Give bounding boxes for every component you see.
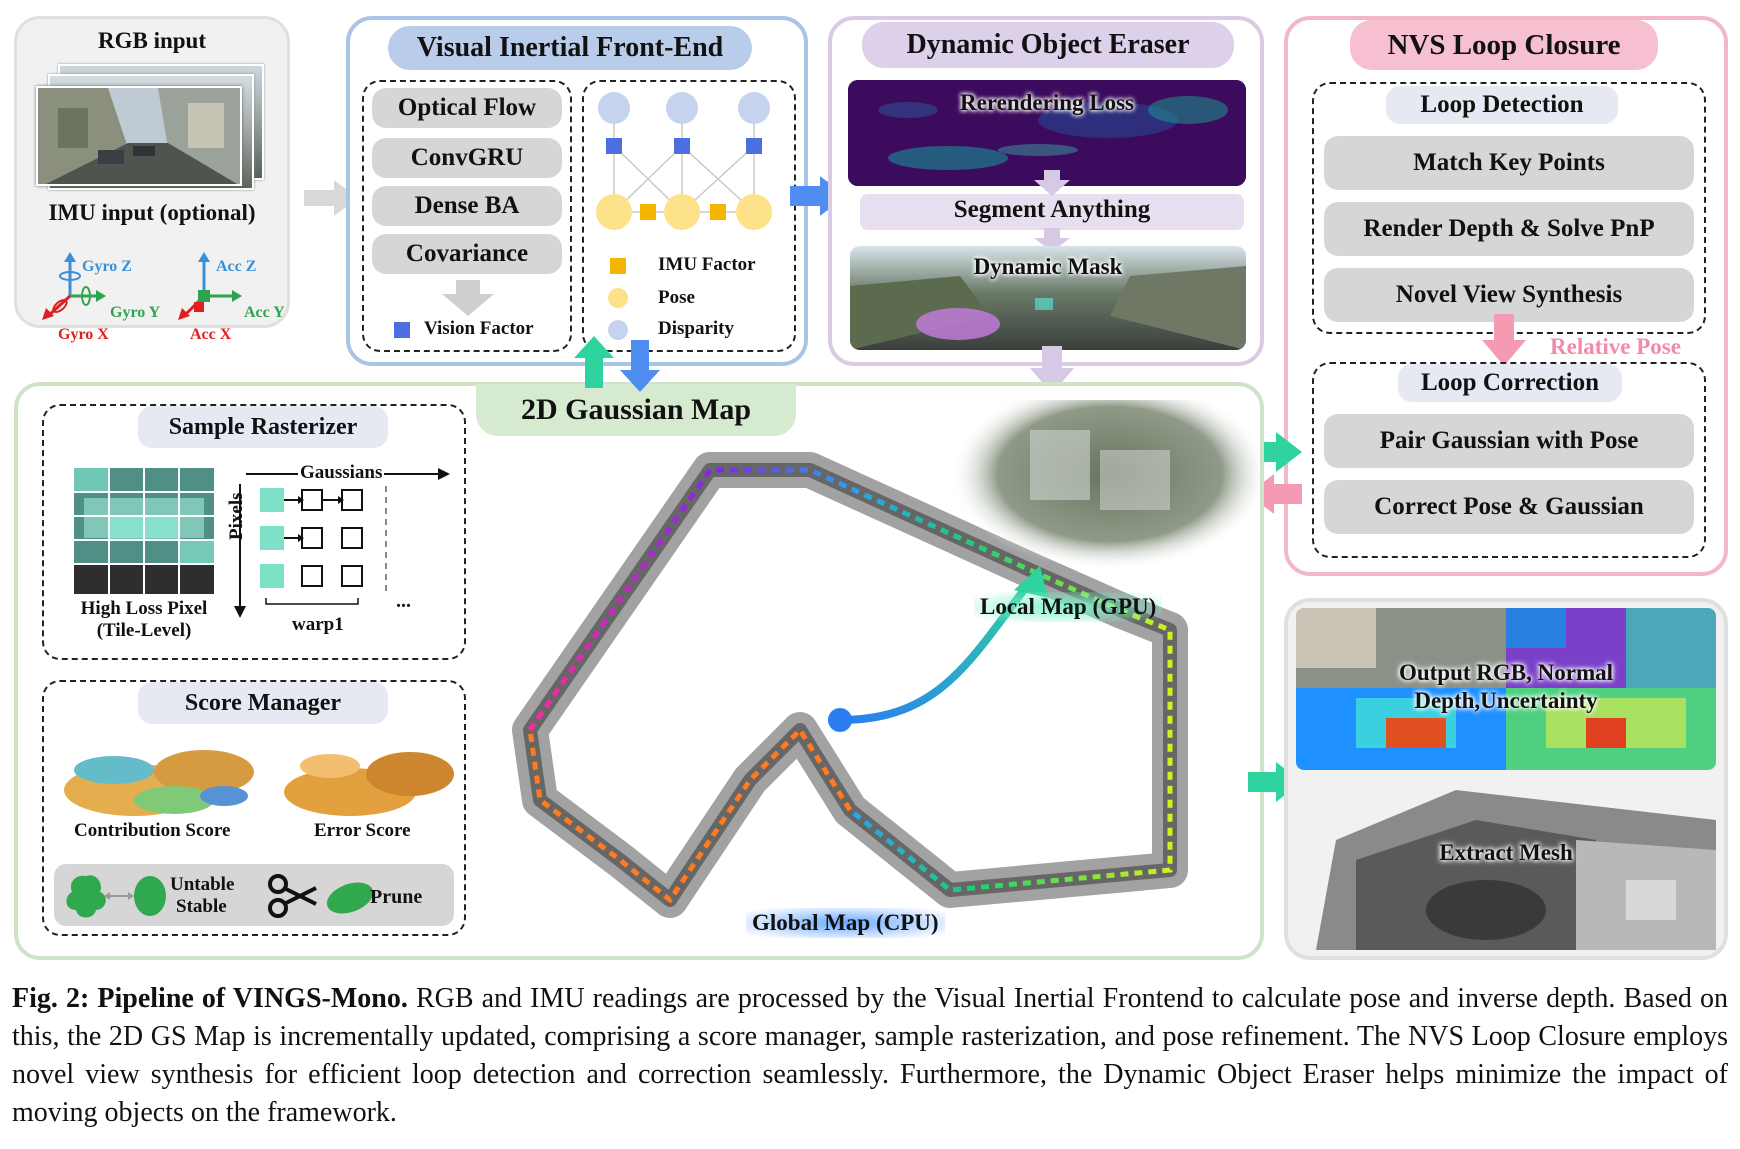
high-loss-label-2: (Tile-Level) xyxy=(96,620,192,641)
dynamic-mask-image xyxy=(850,246,1246,350)
pixels-label: Pixels xyxy=(226,492,247,541)
input-to-frontend-arrow xyxy=(304,180,358,216)
output-rgb-label-1: Output RGB, Normal xyxy=(1398,660,1614,685)
loop-correction-title: Loop Correction xyxy=(1398,364,1622,402)
pose-label: Pose xyxy=(658,287,695,308)
acc-z-label: Acc Z xyxy=(216,258,257,275)
stable-label: Stable xyxy=(176,896,227,917)
imu-input-title: IMU input (optional) xyxy=(48,200,256,225)
gyro-z-label: Gyro Z xyxy=(82,258,132,275)
scissors-icon xyxy=(268,874,374,918)
high-loss-tiles xyxy=(74,468,214,594)
pair-gaussian-step: Pair Gaussian with Pose xyxy=(1324,414,1694,468)
relative-pose-arrow xyxy=(1482,314,1526,366)
frontend-step-covariance: Covariance xyxy=(372,234,562,274)
rasterizer-ellipsis: ... xyxy=(396,590,411,612)
imu-factor-icon xyxy=(610,258,626,274)
segment-anything-bar xyxy=(860,194,1244,230)
gaussians-label: Gaussians xyxy=(298,462,385,484)
loop-closure-title: NVS Loop Closure xyxy=(1350,20,1658,70)
contribution-score-label: Contribution Score xyxy=(74,820,231,841)
frontend-to-map-arrow xyxy=(620,340,660,392)
gyro-y-label: Gyro Y xyxy=(110,304,161,321)
render-depth-solve-pnp-step: Render Depth & Solve PnP xyxy=(1324,202,1694,256)
global-map-point-cloud xyxy=(512,400,1260,918)
untable-label: Untable xyxy=(170,874,235,895)
local-map-label: Local Map (GPU) xyxy=(974,592,1163,622)
prune-label: Prune xyxy=(370,886,423,908)
imu-factor-label: IMU Factor xyxy=(658,254,756,275)
disparity-label: Disparity xyxy=(658,318,734,339)
frontend-step-dense-ba: Dense BA xyxy=(372,186,562,226)
output-rgb-normal-depth-image xyxy=(1296,608,1716,770)
correct-pose-step: Correct Pose & Gaussian xyxy=(1324,480,1694,534)
sample-rasterizer-title: Sample Rasterizer xyxy=(138,406,388,448)
global-map-label: Global Map (CPU) xyxy=(746,908,945,938)
frontend-steps-box xyxy=(362,80,572,352)
loop-detection-title: Loop Detection xyxy=(1386,86,1618,124)
output-rgb-label-2: Depth,Uncertainty xyxy=(1414,688,1598,713)
relative-pose-label: Relative Pose xyxy=(1550,334,1681,359)
disparity-icon xyxy=(608,320,628,340)
untable-stable-icons xyxy=(66,875,166,918)
score-manager-box xyxy=(42,680,466,936)
frontend-step-optical-flow: Optical Flow xyxy=(372,88,562,128)
novel-view-synthesis-step: Novel View Synthesis xyxy=(1324,268,1694,322)
dynamic-mask-label: Dynamic Mask xyxy=(973,254,1123,279)
vision-factor-icon xyxy=(394,322,410,338)
match-key-points-step: Match Key Points xyxy=(1324,136,1694,190)
caption-text: RGB and IMU readings are processed by th… xyxy=(12,983,1728,1128)
factor-graph-box xyxy=(582,80,796,352)
imu-axes-diagram xyxy=(42,252,242,320)
eraser-down-arrow-2 xyxy=(1034,228,1070,252)
extract-mesh-label: Extract Mesh xyxy=(1439,840,1573,865)
rerendering-loss-label: Rerendering Loss xyxy=(960,90,1134,115)
frontend-title: Visual Inertial Front-End xyxy=(388,26,752,70)
frontend-step-convgru: ConvGRU xyxy=(372,138,562,178)
gaussian-map-title: 2D Gaussian Map xyxy=(476,384,796,436)
map-to-frontend-arrow xyxy=(574,336,614,388)
sample-rasterizer-box xyxy=(42,404,466,660)
high-loss-label-1: High Loss Pixel xyxy=(80,598,208,619)
rerendering-loss-image xyxy=(848,80,1246,186)
error-score-label: Error Score xyxy=(314,820,411,841)
rgb-frame-front xyxy=(36,86,242,186)
factor-graph xyxy=(596,92,772,230)
acc-x-label: Acc X xyxy=(190,326,232,343)
eraser-to-map-arrow xyxy=(1030,346,1074,394)
caption-label: Fig. 2: Pipeline of VINGS-Mono. xyxy=(12,983,408,1014)
score-manager-title: Score Manager xyxy=(138,682,388,724)
figure-caption: Fig. 2: Pipeline of VINGS-Mono. RGB and … xyxy=(12,980,1728,1132)
covariance-down-arrow xyxy=(442,280,494,316)
extract-mesh-image xyxy=(1296,780,1716,950)
acc-y-label: Acc Y xyxy=(244,304,285,321)
segment-anything-label: Segment Anything xyxy=(953,196,1151,223)
eraser-down-arrow-1 xyxy=(1034,170,1070,196)
error-score-image xyxy=(284,752,454,816)
vision-factor-label: Vision Factor xyxy=(424,318,534,339)
warp-label: warp1 xyxy=(292,614,344,635)
pose-icon xyxy=(608,288,628,308)
contribution-score-image xyxy=(64,750,254,816)
warp-diagram xyxy=(234,468,450,618)
eraser-title: Dynamic Object Eraser xyxy=(862,22,1234,68)
loop-correction-box xyxy=(1312,362,1706,558)
rgb-input-title: RGB input xyxy=(97,28,206,53)
gyro-x-label: Gyro X xyxy=(58,326,109,343)
